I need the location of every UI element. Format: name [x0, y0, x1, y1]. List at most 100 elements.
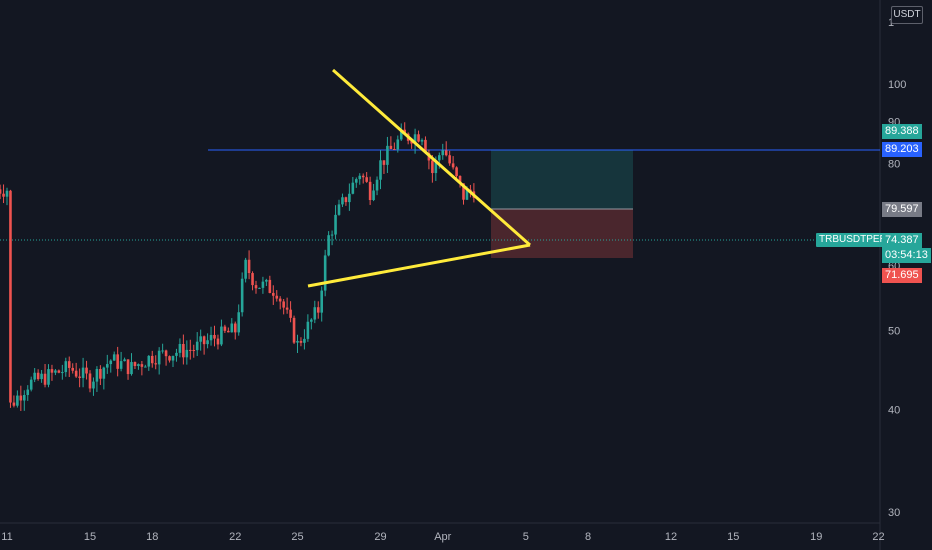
candle-body: [361, 175, 365, 178]
stop-loss-label: 71.695: [882, 268, 922, 283]
candle-body: [144, 366, 147, 368]
candle-body: [444, 150, 448, 156]
candle-body: [147, 355, 151, 367]
candle-body: [102, 367, 106, 379]
candle-body: [109, 360, 113, 365]
candle-body: [437, 155, 441, 161]
candle-body: [123, 359, 126, 362]
candle-body: [213, 334, 216, 339]
candle-body: [47, 369, 50, 385]
candle-body: [112, 354, 116, 361]
candle-body: [175, 352, 178, 356]
candle-body: [237, 312, 241, 333]
candle-body: [368, 181, 372, 201]
candle-body: [209, 334, 213, 341]
candle-body: [195, 341, 199, 351]
candle-body: [278, 298, 282, 302]
candle-body: [19, 395, 23, 401]
candle-body: [375, 179, 379, 191]
candle-body: [206, 340, 209, 345]
candle-body: [372, 190, 375, 201]
candle-body: [320, 290, 324, 313]
candle-body: [268, 279, 272, 293]
candle-body: [323, 255, 327, 291]
candle-body: [185, 349, 189, 358]
candle-body: [64, 361, 68, 373]
loss-zone: [491, 209, 633, 258]
candle-body: [2, 193, 5, 197]
candle-body: [292, 317, 296, 343]
candle-body: [365, 177, 368, 182]
candle-body: [227, 330, 230, 333]
candle-body: [95, 368, 99, 382]
candle-body: [22, 394, 26, 401]
candle-body: [434, 160, 438, 174]
candle-body: [154, 363, 158, 365]
candle-body: [126, 359, 130, 375]
candle-body: [310, 319, 313, 322]
candle-body: [448, 155, 451, 164]
candle-body: [67, 361, 71, 368]
candle-body: [417, 134, 420, 142]
candle-body: [441, 150, 445, 156]
candle-body: [455, 167, 458, 176]
candle-body: [164, 350, 168, 357]
x-tick-label: Apr: [434, 531, 451, 543]
candle-body: [168, 356, 171, 361]
candle-body: [71, 367, 75, 371]
candle-body: [275, 295, 279, 299]
candle-body: [99, 368, 102, 379]
candle-body: [61, 372, 64, 374]
x-tick-label: 15: [727, 531, 739, 543]
candle-body: [465, 189, 469, 200]
candle-body: [36, 372, 40, 380]
candle-body: [386, 145, 389, 165]
candle-body: [393, 148, 396, 150]
candle-body: [313, 307, 317, 320]
candle-body: [341, 197, 344, 205]
x-tick-label: 22: [872, 531, 884, 543]
candle-body: [271, 292, 275, 296]
x-tick-label: 8: [585, 531, 591, 543]
candle-body: [50, 369, 54, 373]
candle-body: [54, 370, 57, 373]
x-tick-label: 5: [523, 531, 529, 543]
y-tick-label: 50: [888, 325, 900, 337]
candle-body: [57, 370, 61, 373]
candle-body: [306, 321, 310, 339]
currency-badge[interactable]: USDT: [891, 6, 923, 24]
candle-body: [92, 381, 95, 389]
candle-body: [220, 326, 223, 345]
candle-body: [413, 134, 417, 144]
time-axis-ticks: 11 15 18 22 25 29 Apr 5 8 12 15 19 22: [1, 531, 884, 543]
x-tick-label: 22: [229, 531, 241, 543]
candle-body: [171, 355, 175, 361]
candle-body: [140, 364, 144, 367]
candle-body: [431, 160, 434, 174]
countdown-label: 03:54:13: [882, 248, 931, 263]
candle-body: [199, 336, 202, 342]
candle-body: [399, 129, 403, 140]
candle-body: [282, 301, 285, 308]
candle-body: [78, 376, 81, 378]
candlestick-series: [0, 122, 476, 411]
candle-body: [105, 364, 109, 368]
symbol-badge[interactable]: TRBUSDTPERP: [816, 233, 897, 247]
triangle-lower-line[interactable]: [307, 243, 531, 288]
y-tick-label: 100: [888, 79, 906, 91]
candle-body: [188, 349, 192, 351]
candle-body: [29, 379, 33, 390]
candle-body: [334, 214, 337, 235]
x-tick-label: 18: [146, 531, 158, 543]
candle-body: [116, 354, 119, 369]
triangle-upper-line[interactable]: [332, 68, 531, 247]
candle-body: [150, 355, 154, 364]
candle-body: [303, 338, 306, 343]
candle-body: [265, 279, 268, 282]
y-tick-label: 40: [888, 405, 900, 417]
candle-body: [12, 402, 16, 406]
x-tick-label: 25: [291, 531, 303, 543]
candle-body: [337, 204, 341, 215]
